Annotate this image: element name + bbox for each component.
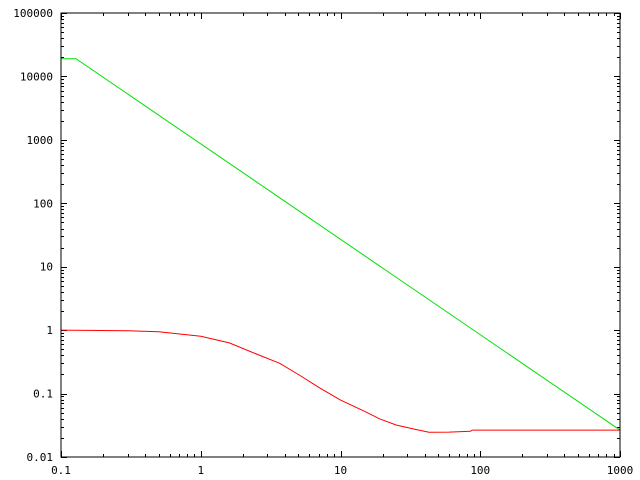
y-tick-label: 1000	[27, 134, 54, 147]
y-tick-label: 100	[33, 197, 53, 210]
y-tick-label: 0.01	[27, 451, 54, 464]
x-tick-label: 1	[197, 464, 204, 477]
plot-frame	[60, 12, 621, 458]
series-line-0	[61, 58, 621, 431]
tick-labels: 0.1 1 10 100 10000.010.111010010001000010000…	[13, 7, 633, 477]
y-tick-label: 10	[40, 261, 53, 274]
x-tick-label: 0.1	[51, 464, 71, 477]
series-lines	[60, 58, 621, 433]
x-tick-label: 100	[470, 464, 490, 477]
series-line-1	[60, 329, 620, 433]
y-tick-label: 1	[46, 324, 53, 337]
y-tick-label: 0.1	[33, 388, 53, 401]
y-tick-label: 100000	[13, 7, 53, 20]
x-tick-label: 1000	[607, 464, 634, 477]
y-tick-label: 10000	[20, 70, 53, 83]
x-tick-label: 10	[334, 464, 347, 477]
